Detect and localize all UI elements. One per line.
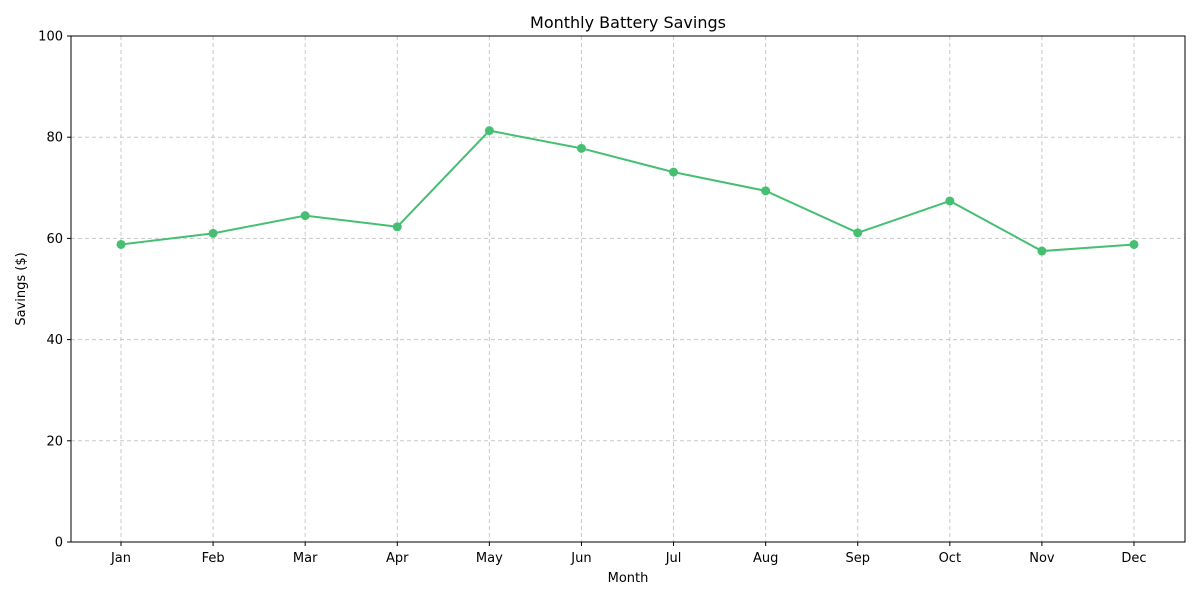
x-tick-label: Sep <box>845 551 870 566</box>
series-line <box>120 129 1135 253</box>
data-point <box>300 211 310 221</box>
x-tick-label: Aug <box>753 551 778 566</box>
y-tick-label: 20 <box>46 434 63 449</box>
y-tick-label: 40 <box>46 333 63 348</box>
x-tick-label: Apr <box>386 551 409 566</box>
chart-title: Monthly Battery Savings <box>530 13 726 32</box>
y-tick-label: 80 <box>46 131 63 146</box>
data-point <box>576 143 586 153</box>
x-tick-label: Jan <box>110 551 131 566</box>
axes-layer <box>70 35 1186 543</box>
data-point <box>1129 239 1139 249</box>
data-point <box>116 239 126 249</box>
data-point <box>945 196 955 206</box>
data-point <box>1037 246 1047 256</box>
data-point <box>392 222 402 232</box>
ticks-layer: Jan Feb Mar Apr May Jun Jul Aug Sep Oct Nov Dec 0 20 4… <box>38 30 1146 567</box>
x-tick-label: Oct <box>939 551 961 566</box>
x-tick-label: Jul <box>665 551 682 566</box>
data-point <box>669 167 679 177</box>
data-point <box>208 228 218 238</box>
x-tick-label: Dec <box>1121 551 1146 566</box>
y-tick-label: 0 <box>55 536 63 551</box>
x-tick-label: Jun <box>570 551 591 566</box>
data-point <box>484 126 494 136</box>
grid-layer <box>71 35 1185 543</box>
x-tick-label: Feb <box>202 551 225 566</box>
series-layer <box>116 126 1139 256</box>
data-point <box>761 186 771 196</box>
x-axis-label: Month <box>608 571 649 586</box>
x-tick-label: Nov <box>1029 551 1055 566</box>
y-tick-label: 60 <box>46 232 63 247</box>
y-tick-label: 100 <box>38 30 63 45</box>
x-tick-label: May <box>476 551 503 566</box>
data-point <box>853 228 863 238</box>
plot-frame <box>70 35 1186 543</box>
x-tick-label: Mar <box>293 551 318 566</box>
y-axis-label: Savings ($) <box>14 252 29 325</box>
